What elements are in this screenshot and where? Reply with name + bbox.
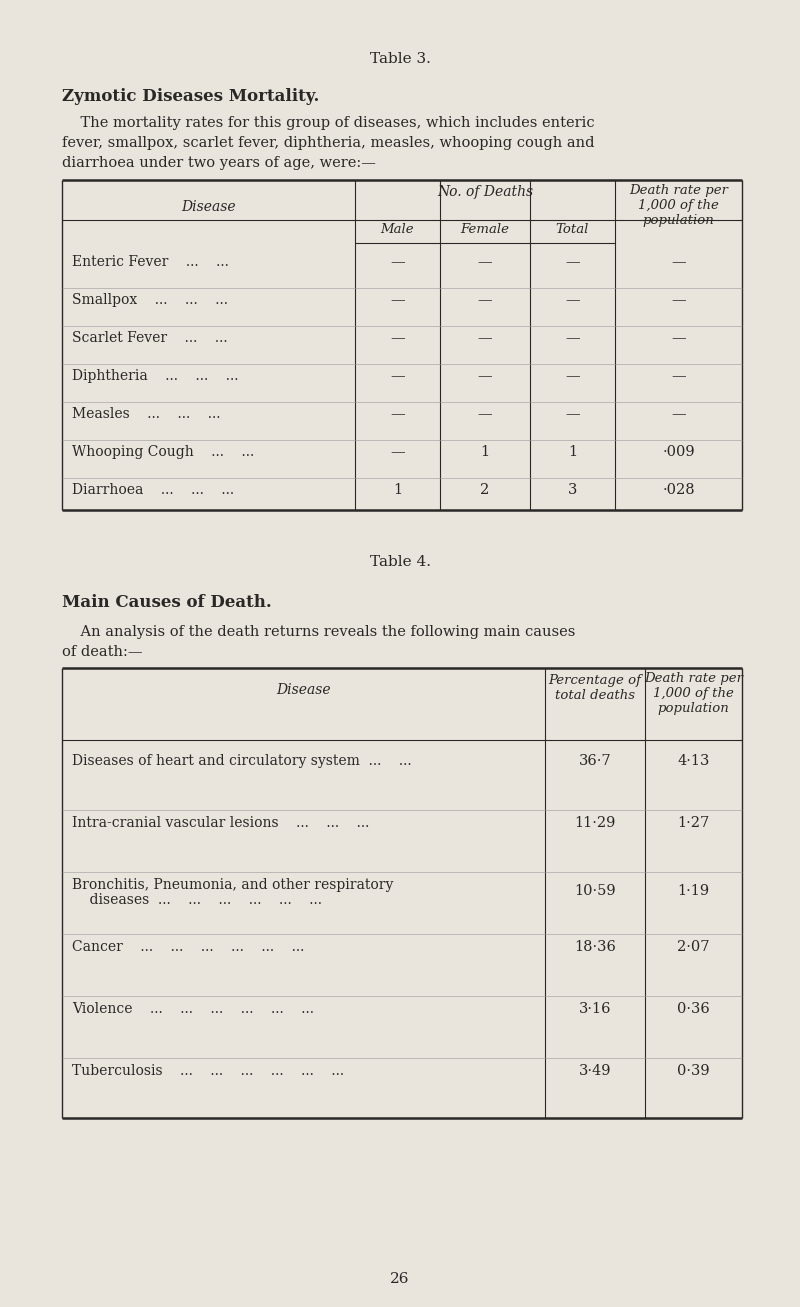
Text: 1·27: 1·27 <box>678 816 710 830</box>
Text: No. of Deaths: No. of Deaths <box>437 186 533 199</box>
Text: —: — <box>478 406 492 421</box>
Text: —: — <box>565 406 580 421</box>
Text: —: — <box>565 331 580 345</box>
Text: Female: Female <box>461 223 510 237</box>
Text: —: — <box>671 406 686 421</box>
Text: Smallpox    ...    ...    ...: Smallpox ... ... ... <box>72 293 228 307</box>
Text: Diseases of heart and circulatory system  ...    ...: Diseases of heart and circulatory system… <box>72 754 412 769</box>
Text: Violence    ...    ...    ...    ...    ...    ...: Violence ... ... ... ... ... ... <box>72 1002 314 1016</box>
Text: 3: 3 <box>568 484 577 497</box>
Text: Total: Total <box>556 223 589 237</box>
Text: Tuberculosis    ...    ...    ...    ...    ...    ...: Tuberculosis ... ... ... ... ... ... <box>72 1064 344 1078</box>
Text: 11·29: 11·29 <box>574 816 616 830</box>
Text: 0·39: 0·39 <box>677 1064 710 1078</box>
Text: Bronchitis, Pneumonia, and other respiratory: Bronchitis, Pneumonia, and other respira… <box>72 878 394 891</box>
Text: 10·59: 10·59 <box>574 884 616 898</box>
Text: —: — <box>478 255 492 269</box>
Text: of death:—: of death:— <box>62 644 142 659</box>
Text: —: — <box>671 369 686 383</box>
Text: —: — <box>390 293 405 307</box>
Text: Cancer    ...    ...    ...    ...    ...    ...: Cancer ... ... ... ... ... ... <box>72 940 304 954</box>
Text: 36·7: 36·7 <box>578 754 611 769</box>
Text: 4·13: 4·13 <box>678 754 710 769</box>
Text: —: — <box>565 369 580 383</box>
Text: 26: 26 <box>390 1272 410 1286</box>
Text: diseases  ...    ...    ...    ...    ...    ...: diseases ... ... ... ... ... ... <box>72 893 322 907</box>
Text: —: — <box>390 255 405 269</box>
Text: —: — <box>478 331 492 345</box>
Text: ·009: ·009 <box>662 444 695 459</box>
Text: 2·07: 2·07 <box>678 940 710 954</box>
Text: Enteric Fever    ...    ...: Enteric Fever ... ... <box>72 255 229 269</box>
Text: Male: Male <box>381 223 414 237</box>
Text: Diarrhoea    ...    ...    ...: Diarrhoea ... ... ... <box>72 484 234 497</box>
Text: 1: 1 <box>393 484 402 497</box>
Text: 18·36: 18·36 <box>574 940 616 954</box>
Text: An analysis of the death returns reveals the following main causes: An analysis of the death returns reveals… <box>62 625 575 639</box>
Text: —: — <box>671 293 686 307</box>
Text: —: — <box>390 369 405 383</box>
Text: 0·36: 0·36 <box>677 1002 710 1016</box>
Text: 3·16: 3·16 <box>578 1002 611 1016</box>
Text: Intra-cranial vascular lesions    ...    ...    ...: Intra-cranial vascular lesions ... ... .… <box>72 816 370 830</box>
Text: Diphtheria    ...    ...    ...: Diphtheria ... ... ... <box>72 369 238 383</box>
Text: —: — <box>390 444 405 459</box>
Text: fever, smallpox, scarlet fever, diphtheria, measles, whooping cough and: fever, smallpox, scarlet fever, diphther… <box>62 136 594 150</box>
Text: 3·49: 3·49 <box>578 1064 611 1078</box>
Text: The mortality rates for this group of diseases, which includes enteric: The mortality rates for this group of di… <box>62 116 594 129</box>
Text: —: — <box>671 331 686 345</box>
Text: Zymotic Diseases Mortality.: Zymotic Diseases Mortality. <box>62 88 319 105</box>
Text: diarrhoea under two years of age, were:—: diarrhoea under two years of age, were:— <box>62 156 376 170</box>
Text: —: — <box>565 255 580 269</box>
Text: —: — <box>565 293 580 307</box>
Text: 1: 1 <box>481 444 490 459</box>
Text: 2: 2 <box>480 484 490 497</box>
Text: Table 3.: Table 3. <box>370 52 430 65</box>
Text: 1·19: 1·19 <box>678 884 710 898</box>
Text: Disease: Disease <box>181 200 236 214</box>
Text: —: — <box>390 406 405 421</box>
Text: Death rate per
1,000 of the
population: Death rate per 1,000 of the population <box>644 672 743 715</box>
Text: Table 4.: Table 4. <box>370 555 430 569</box>
Text: 1: 1 <box>568 444 577 459</box>
Text: Scarlet Fever    ...    ...: Scarlet Fever ... ... <box>72 331 228 345</box>
Text: Death rate per
1,000 of the
population: Death rate per 1,000 of the population <box>629 184 728 227</box>
Text: —: — <box>478 293 492 307</box>
Text: Disease: Disease <box>276 684 331 697</box>
Text: Percentage of
total deaths: Percentage of total deaths <box>549 674 642 702</box>
Text: Whooping Cough    ...    ...: Whooping Cough ... ... <box>72 444 254 459</box>
Text: ·028: ·028 <box>662 484 695 497</box>
Text: —: — <box>671 255 686 269</box>
Text: Main Causes of Death.: Main Causes of Death. <box>62 593 272 610</box>
Text: —: — <box>478 369 492 383</box>
Text: —: — <box>390 331 405 345</box>
Text: Measles    ...    ...    ...: Measles ... ... ... <box>72 406 221 421</box>
